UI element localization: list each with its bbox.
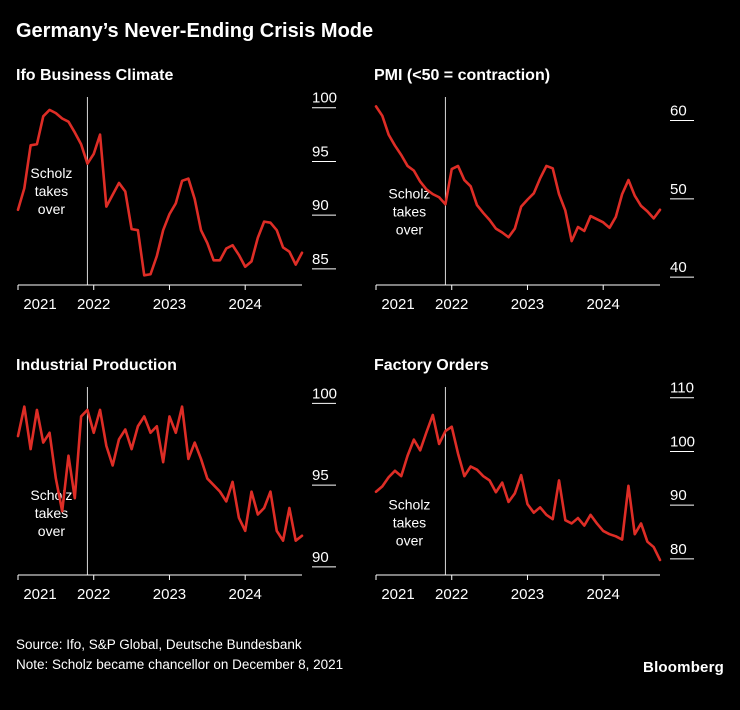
x-tick-label: 2021 — [381, 296, 414, 313]
series-line — [16, 405, 304, 542]
x-tick-label: 2024 — [587, 296, 620, 313]
footer-notes: Source: Ifo, S&P Global, Deutsche Bundes… — [16, 635, 343, 676]
event-annotation-line: takes — [393, 514, 426, 530]
event-annotation-line: over — [396, 222, 424, 238]
y-tick-label: 100 — [670, 433, 695, 450]
panel-title-industrial-production: Industrial Production — [16, 357, 177, 374]
x-tick-label: 2022 — [77, 586, 110, 603]
y-tick-label: 40 — [670, 259, 687, 276]
bloomberg-logo: Bloomberg — [643, 658, 724, 676]
x-tick-label: 2021 — [23, 296, 56, 313]
event-annotation-line: takes — [393, 204, 426, 220]
event-annotation-line: over — [396, 532, 424, 548]
x-tick-label: 2022 — [435, 586, 468, 603]
y-tick-label: 95 — [312, 143, 329, 160]
event-annotation-line: Scholz — [30, 165, 72, 181]
chart-svg: 2021 2022 2023 2024 85 90 95 100 Scholz takes over — [16, 90, 337, 313]
news-chart-figure: Germany’s Never-Ending Crisis Mode Ifo B… — [16, 20, 724, 676]
y-tick-label: 50 — [670, 181, 687, 198]
panel-industrial-production: Industrial Production 2021 2022 2023 2024 90… — [16, 357, 366, 609]
y-tick-label: 60 — [670, 103, 687, 120]
y-tick-label: 85 — [312, 251, 329, 268]
y-tick-label: 95 — [312, 467, 329, 484]
line-chart-pmi: 2021 2022 2023 2024 40 50 60 Scholz takes over — [374, 87, 724, 319]
figure-footer: Source: Ifo, S&P Global, Deutsche Bundes… — [16, 635, 724, 676]
figure-title: Germany’s Never-Ending Crisis Mode — [16, 20, 374, 42]
x-tick-label: 2021 — [23, 586, 56, 603]
event-annotation-line: Scholz — [388, 496, 430, 512]
x-tick-label: 2024 — [587, 586, 620, 603]
x-tick-label: 2023 — [153, 296, 186, 313]
y-tick-label: 90 — [312, 197, 329, 214]
note-text: Note: Scholz became chancellor on Decemb… — [16, 657, 344, 673]
line-chart-factory-orders: 2021 2022 2023 2024 80 90 100 110 Scholz takes ove… — [374, 377, 724, 609]
chart-svg: 2021 2022 2023 2024 40 50 60 Scholz takes over — [374, 97, 694, 313]
chart-grid: Ifo Business Climate 2021 2022 2023 2024 85 9… — [16, 67, 724, 609]
y-tick-label: 100 — [312, 385, 337, 402]
event-annotation-line: takes — [35, 505, 68, 521]
panel-title-ifo: Ifo Business Climate — [16, 67, 174, 84]
x-tick-label: 2021 — [381, 586, 414, 603]
x-tick-label: 2022 — [435, 296, 468, 313]
panel-factory-orders: Factory Orders 2021 2022 2023 2024 80 90 100 11… — [374, 357, 724, 609]
event-annotation-line: over — [38, 523, 66, 539]
panel-pmi: PMI (<50 = contraction) 2021 2022 2023 2024… — [374, 67, 724, 319]
series-line — [374, 105, 662, 243]
x-tick-label: 2023 — [511, 296, 544, 313]
event-annotation-line: Scholz — [30, 487, 72, 503]
panel-title-factory-orders: Factory Orders — [374, 357, 489, 374]
x-tick-label: 2023 — [511, 586, 544, 603]
series-line — [16, 108, 304, 277]
series-line — [374, 413, 662, 562]
panel-title-pmi: PMI (<50 = contraction) — [374, 67, 551, 84]
x-tick-label: 2024 — [229, 296, 262, 313]
line-chart-industrial-production: 2021 2022 2023 2024 90 95 100 Scholz takes over — [16, 377, 366, 609]
x-tick-label: 2023 — [153, 586, 186, 603]
event-annotation-line: takes — [35, 183, 68, 199]
source-text: Source: Ifo, S&P Global, Deutsche Bundes… — [16, 637, 302, 652]
y-tick-label: 90 — [312, 549, 329, 566]
line-chart-ifo: 2021 2022 2023 2024 85 90 95 100 Scholz takes over — [16, 87, 366, 319]
x-tick-label: 2022 — [77, 296, 110, 313]
event-annotation-line: over — [38, 201, 66, 217]
y-tick-label: 100 — [312, 90, 337, 107]
chart-svg: 2021 2022 2023 2024 90 95 100 Scholz takes over — [16, 385, 337, 603]
y-tick-label: 80 — [670, 541, 687, 558]
y-tick-label: 110 — [670, 380, 694, 397]
panel-ifo-business-climate: Ifo Business Climate 2021 2022 2023 2024 85 9… — [16, 67, 366, 319]
y-tick-label: 90 — [670, 487, 687, 504]
x-tick-label: 2024 — [229, 586, 262, 603]
event-annotation-line: Scholz — [388, 186, 430, 202]
chart-svg: 2021 2022 2023 2024 80 90 100 110 Scholz takes ove… — [374, 380, 695, 603]
